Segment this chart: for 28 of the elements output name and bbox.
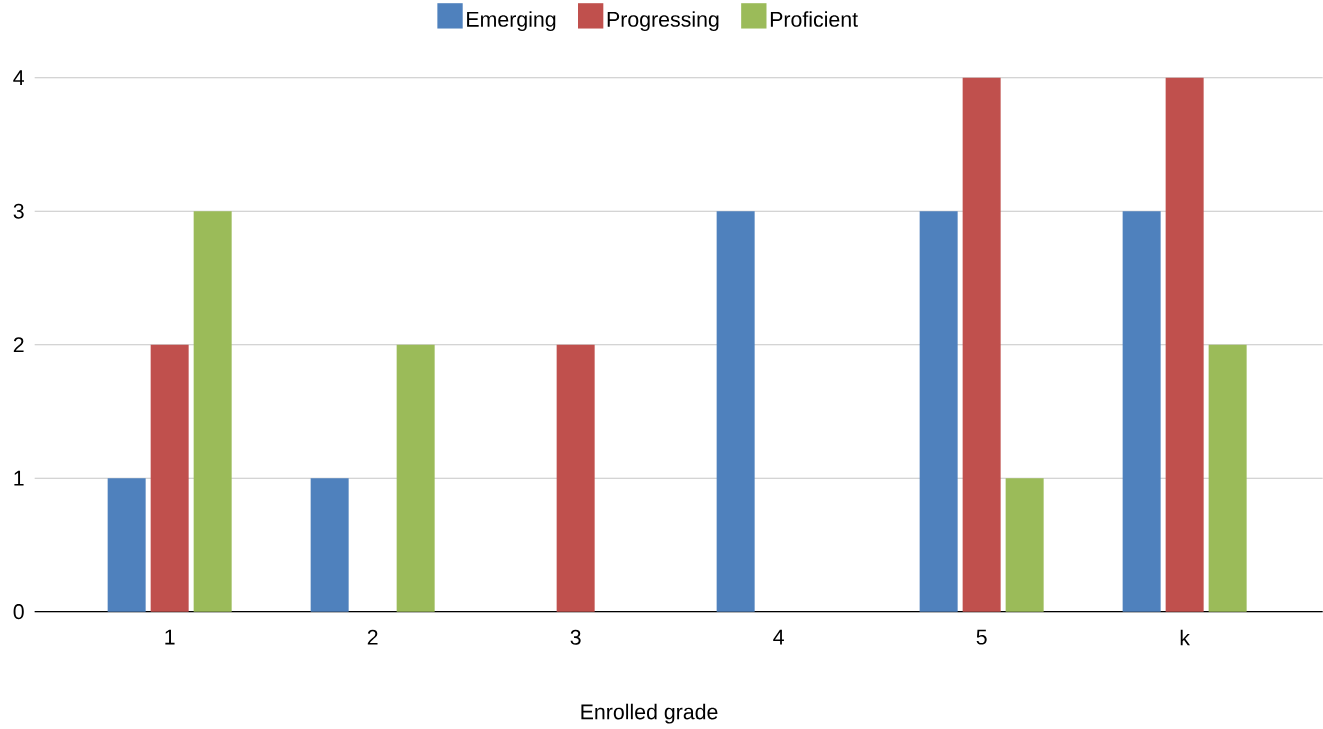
bar bbox=[150, 344, 189, 612]
bar bbox=[310, 478, 349, 612]
legend-label: Progressing bbox=[607, 11, 719, 32]
legend-label: Emerging bbox=[467, 11, 556, 32]
y-tick-label: 1 bbox=[14, 470, 24, 486]
y-tick-label: 0 bbox=[13, 604, 24, 620]
bar bbox=[396, 344, 435, 612]
x-tick-label: 1 bbox=[165, 629, 175, 645]
x-tick-label: 4 bbox=[773, 629, 784, 645]
bar bbox=[193, 211, 232, 612]
y-tick-label: 3 bbox=[13, 203, 24, 219]
bar bbox=[556, 344, 595, 612]
y-tick-label: 2 bbox=[13, 337, 24, 353]
x-tick-label: 3 bbox=[570, 629, 581, 645]
x-tick-label: 5 bbox=[976, 629, 987, 645]
bar bbox=[716, 211, 755, 612]
legend-label: Proficient bbox=[770, 11, 858, 27]
bar bbox=[1208, 344, 1247, 612]
bar bbox=[1165, 77, 1204, 612]
bar bbox=[1005, 478, 1044, 612]
x-axis-title: Enrolled grade bbox=[581, 703, 718, 724]
bar bbox=[107, 478, 146, 612]
bar bbox=[962, 77, 1001, 612]
bar bbox=[919, 211, 958, 612]
bar bbox=[1122, 211, 1161, 612]
x-tick-label: 2 bbox=[367, 629, 378, 645]
x-tick-label: k bbox=[1180, 629, 1190, 646]
y-tick-label: 4 bbox=[13, 70, 24, 86]
